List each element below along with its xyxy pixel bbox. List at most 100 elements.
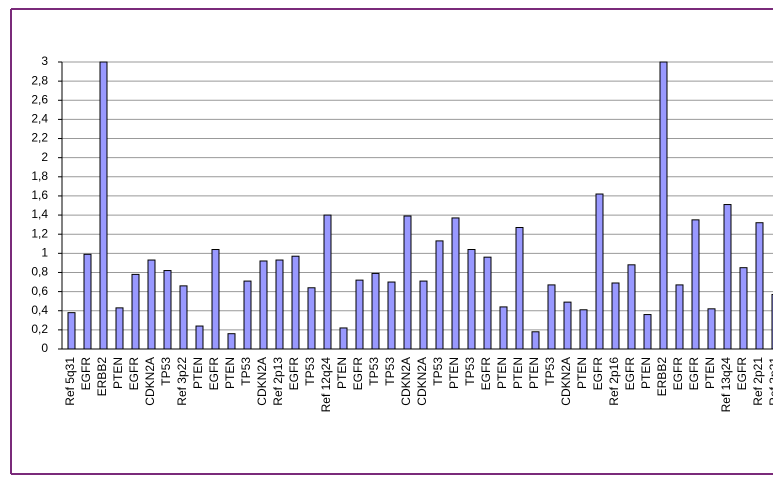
y-tick-label: 2,4 — [31, 112, 48, 126]
x-tick-label: EGFR — [687, 357, 701, 391]
bar — [163, 270, 172, 350]
x-tick-label: Ref 3p21 — [767, 357, 773, 406]
x-tick-label: PTEN — [111, 357, 125, 389]
bar — [611, 282, 620, 350]
x-tick-label: EGFR — [623, 357, 637, 391]
bar — [451, 217, 460, 350]
bar — [67, 312, 76, 350]
x-tick-label: PTEN — [191, 357, 205, 389]
y-tick-label: 1,6 — [31, 188, 48, 202]
bar — [403, 215, 412, 350]
bar — [515, 227, 524, 350]
x-tick-label: TP53 — [239, 357, 253, 386]
x-tick-label: PTEN — [527, 357, 541, 389]
x-tick-label: EGFR — [351, 357, 365, 391]
x-tick-label: PTEN — [575, 357, 589, 389]
y-tick-label: 2 — [41, 150, 48, 164]
x-tick-label: PTEN — [639, 357, 653, 389]
y-tick-label: 0,2 — [31, 322, 48, 336]
bar — [675, 284, 684, 350]
x-tick-label: Ref 2p21 — [751, 357, 765, 406]
x-tick-label: EGFR — [207, 357, 221, 391]
x-tick-label: CDKN2A — [415, 357, 429, 406]
bar — [707, 308, 716, 350]
bar — [739, 267, 748, 350]
x-tick-label: TP53 — [383, 357, 397, 386]
x-tick-label: Ref 2p13 — [271, 357, 285, 406]
bar — [243, 280, 252, 350]
bar — [115, 307, 124, 350]
x-tick-label: Ref 3p22 — [175, 357, 189, 406]
bar — [83, 253, 92, 350]
x-tick-label: PTEN — [335, 357, 349, 389]
x-tick-label: ERBB2 — [655, 357, 669, 397]
bar — [691, 219, 700, 350]
x-tick-label: EGFR — [671, 357, 685, 391]
x-tick-label: TP53 — [159, 357, 173, 386]
x-tick-label: EGFR — [287, 357, 301, 391]
bar — [595, 193, 604, 350]
frame — [10, 8, 773, 475]
x-tick-label: Ref 2p16 — [607, 357, 621, 406]
bar — [99, 61, 108, 350]
bar — [467, 249, 476, 350]
bar — [179, 285, 188, 350]
x-tick-label: PTEN — [703, 357, 717, 389]
x-tick-label: PTEN — [223, 357, 237, 389]
y-tick-label: 0,6 — [31, 284, 48, 298]
x-tick-label: PTEN — [495, 357, 509, 389]
bar — [755, 222, 764, 350]
bar — [355, 279, 364, 350]
x-tick-label: PTEN — [511, 357, 525, 389]
x-tick-label: CDKN2A — [255, 357, 269, 406]
bar — [547, 284, 556, 350]
y-tick-label: 1,4 — [31, 207, 48, 221]
bar — [643, 314, 652, 350]
x-tick-label: Ref 5q31 — [63, 357, 77, 406]
bar — [627, 264, 636, 350]
x-tick-label: TP53 — [463, 357, 477, 386]
bar — [339, 327, 348, 350]
x-tick-label: EGFR — [591, 357, 605, 391]
bar — [131, 273, 140, 350]
x-tick-label: TP53 — [367, 357, 381, 386]
bar — [483, 256, 492, 350]
y-tick-label: 3 — [41, 54, 48, 68]
y-tick-label: 0 — [41, 341, 48, 355]
bar — [291, 255, 300, 350]
x-tick-label: TP53 — [543, 357, 557, 386]
y-tick-label: 0,8 — [31, 265, 48, 279]
bar — [211, 249, 220, 350]
bar — [499, 306, 508, 350]
x-tick-label: Ref 13q24 — [719, 357, 733, 413]
bar — [307, 287, 316, 350]
bar — [419, 280, 428, 350]
x-tick-label: TP53 — [431, 357, 445, 386]
y-tick-label: 2,8 — [31, 73, 48, 87]
x-tick-label: EGFR — [127, 357, 141, 391]
bar — [387, 281, 396, 350]
x-tick-label: CDKN2A — [559, 357, 573, 406]
bar — [435, 240, 444, 350]
x-tick-label: PTEN — [447, 357, 461, 389]
y-tick-label: 1,2 — [31, 226, 48, 240]
y-tick-label: 2,6 — [31, 92, 48, 106]
bar — [371, 272, 380, 350]
y-tick-label: 0,4 — [31, 303, 48, 317]
bar — [659, 61, 668, 350]
y-tick-label: 1 — [41, 246, 48, 260]
bar — [579, 309, 588, 350]
bar — [563, 301, 572, 350]
x-tick-label: EGFR — [735, 357, 749, 391]
x-tick-label: CDKN2A — [143, 357, 157, 406]
x-tick-label: TP53 — [303, 357, 317, 386]
bar — [323, 214, 332, 350]
x-tick-label: Ref 12q24 — [319, 357, 333, 413]
x-tick-label: EGFR — [79, 357, 93, 391]
x-tick-label: CDKN2A — [399, 357, 413, 406]
x-tick-label: ERBB2 — [95, 357, 109, 397]
bar — [275, 259, 284, 350]
y-tick-label: 1,8 — [31, 169, 48, 183]
x-tick-label: EGFR — [479, 357, 493, 391]
